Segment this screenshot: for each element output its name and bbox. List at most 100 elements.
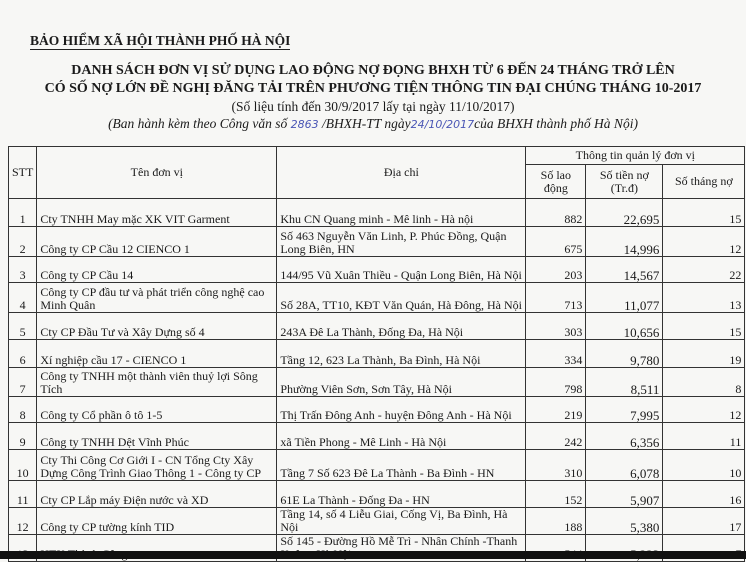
organization-name: BẢO HIỂM XÃ HỘI THÀNH PHỐ HÀ NỘI bbox=[30, 33, 291, 50]
row-months: 22 bbox=[662, 256, 746, 283]
table-row: 10 Cty Thi Công Cơ Giới I - CN Tổng Cty X… bbox=[7, 449, 746, 481]
row-workers: 203 bbox=[525, 256, 587, 283]
table-row: 4 Công ty CP đầu tư và phát triển công ng… bbox=[7, 282, 746, 313]
table-row: 5 Cty CP Đầu Tư và Xây Dựng số 4 243A Đê L… bbox=[7, 312, 746, 340]
row-workers: 310 bbox=[525, 449, 587, 481]
row-stt: 2 bbox=[7, 226, 38, 257]
row-stt: 9 bbox=[7, 422, 38, 450]
row-workers: 882 bbox=[525, 198, 587, 227]
row-address: xã Tiền Phong - Mê Linh - Hà Nội bbox=[276, 422, 527, 450]
table-row: 8 Công ty Cổ phần ô tô 1-5 Thị Trấn Đông A… bbox=[7, 396, 746, 423]
title-line-2: CÓ SỐ NỢ LỚN ĐỀ NGHỊ ĐĂNG TẢI TRÊN PHƯƠN… bbox=[44, 81, 702, 96]
handwritten-date: 24/10/2017 bbox=[410, 118, 475, 131]
row-address: Tầng 7 Số 623 Đê La Thành - Ba Đình - HN bbox=[276, 449, 527, 481]
header-months: Số tháng nợ bbox=[662, 164, 746, 199]
row-address: Số 463 Nguyễn Văn Linh, P. Phúc Đồng, Qu… bbox=[276, 226, 527, 257]
row-months: 12 bbox=[662, 226, 746, 257]
row-months: 15 bbox=[662, 198, 746, 227]
row-name: Công ty CP Cầu 14 bbox=[36, 256, 278, 283]
table-row: 3 Công ty CP Cầu 14 144/95 Vũ Xuân Thiều -… bbox=[7, 256, 746, 283]
row-stt: 10 bbox=[7, 449, 38, 481]
row-debt: 11,077 bbox=[585, 282, 664, 313]
row-debt: 8,511 bbox=[585, 367, 664, 397]
row-address: 243A Đê La Thành, Đống Đa, Hà Nội bbox=[276, 312, 527, 340]
row-address: Số 28A, TT10, KĐT Văn Quán, Hà Đông, Hà … bbox=[276, 282, 527, 313]
row-debt: 14,996 bbox=[585, 226, 664, 257]
row-months: 12 bbox=[662, 396, 746, 423]
row-name: Công ty CP Cầu 12 CIENCO 1 bbox=[36, 226, 278, 257]
issuance-note: (Ban hành kèm theo Công văn số 2863 /BHX… bbox=[0, 116, 746, 132]
row-stt: 5 bbox=[7, 312, 38, 340]
data-note: (Số liệu tính đến 30/9/2017 lấy tại ngày… bbox=[231, 99, 515, 114]
row-workers: 219 bbox=[525, 396, 587, 423]
row-name: Cty CP Lắp máy Điện nước và XD bbox=[36, 480, 278, 508]
row-months: 17 bbox=[662, 507, 746, 535]
row-months: 8 bbox=[662, 367, 746, 397]
row-workers: 713 bbox=[525, 282, 587, 313]
row-stt: 12 bbox=[7, 507, 38, 535]
header-debt: Số tiền nợ (Tr.đ) bbox=[585, 164, 664, 199]
row-debt: 5,907 bbox=[585, 480, 664, 508]
header-group: Thông tin quản lý đơn vị bbox=[525, 146, 746, 165]
row-name: Cty TNHH May mặc XK VIT Garment bbox=[36, 198, 278, 227]
row-address: 61E La Thành - Đống Đa - HN bbox=[276, 480, 527, 508]
header-stt: STT bbox=[7, 146, 38, 199]
row-workers: 152 bbox=[525, 480, 587, 508]
row-months: 15 bbox=[662, 312, 746, 340]
table-row: 9 Công ty TNHH Dệt Vĩnh Phúc xã Tiền Phong… bbox=[7, 422, 746, 450]
row-stt: 3 bbox=[7, 256, 38, 283]
row-name: Cty Thi Công Cơ Giới I - CN Tổng Cty Xây… bbox=[36, 449, 278, 481]
row-stt: 8 bbox=[7, 396, 38, 423]
row-address: Thị Trấn Đông Anh - huyện Đông Anh - Hà … bbox=[276, 396, 527, 423]
header-workers: Số lao động bbox=[525, 164, 587, 199]
row-address: Tầng 12, 623 La Thành, Ba Đình, Hà Nội bbox=[276, 339, 527, 368]
row-stt: 11 bbox=[7, 480, 38, 508]
row-name: Công ty TNHH một thành viên thuỷ lợi Sôn… bbox=[36, 367, 278, 397]
row-debt: 5,380 bbox=[585, 507, 664, 535]
row-workers: 675 bbox=[525, 226, 587, 257]
row-address: Khu CN Quang minh - Mê linh - Hà nội bbox=[276, 198, 527, 227]
bottom-edge bbox=[0, 551, 746, 559]
debt-table: STT Tên đơn vị Địa chỉ Thông tin quản lý… bbox=[7, 146, 746, 562]
row-address: Tầng 14, số 4 Liễu Giai, Cống Vị, Ba Đìn… bbox=[276, 507, 527, 535]
row-months: 10 bbox=[662, 449, 746, 481]
row-debt: 9,780 bbox=[585, 339, 664, 368]
row-debt: 22,695 bbox=[585, 198, 664, 227]
issuance-prefix: (Ban hành kèm theo Công văn số bbox=[108, 116, 291, 131]
row-months: 11 bbox=[662, 422, 746, 450]
row-workers: 798 bbox=[525, 367, 587, 397]
row-debt: 6,078 bbox=[585, 449, 664, 481]
table-row: 7 Công ty TNHH một thành viên thuỷ lợi Sô… bbox=[7, 367, 746, 397]
row-debt: 6,356 bbox=[585, 422, 664, 450]
row-stt: 1 bbox=[7, 198, 38, 227]
row-name: Công ty CP tường kính TID bbox=[36, 507, 278, 535]
row-name: Cty CP Đầu Tư và Xây Dựng số 4 bbox=[36, 312, 278, 340]
row-stt: 4 bbox=[7, 282, 38, 313]
row-stt: 6 bbox=[7, 339, 38, 368]
row-months: 16 bbox=[662, 480, 746, 508]
row-name: Xí nghiệp cầu 17 - CIENCO 1 bbox=[36, 339, 278, 368]
table-row: 1 Cty TNHH May mặc XK VIT Garment Khu CN Q… bbox=[7, 198, 746, 227]
row-name: Công ty CP đầu tư và phát triển công ngh… bbox=[36, 282, 278, 313]
row-months: 19 bbox=[662, 339, 746, 368]
table-row: 2 Công ty CP Cầu 12 CIENCO 1 Số 463 Nguyễn… bbox=[7, 226, 746, 257]
table-row: 6 Xí nghiệp cầu 17 - CIENCO 1 Tầng 12, 623… bbox=[7, 339, 746, 368]
header-name: Tên đơn vị bbox=[36, 146, 278, 199]
row-workers: 334 bbox=[525, 339, 587, 368]
table-row: 11 Cty CP Lắp máy Điện nước và XD 61E La T… bbox=[7, 480, 746, 508]
row-name: Công ty TNHH Dệt Vĩnh Phúc bbox=[36, 422, 278, 450]
issuance-middle: /BHXH-TT ngày bbox=[318, 116, 411, 131]
row-debt: 7,995 bbox=[585, 396, 664, 423]
row-workers: 242 bbox=[525, 422, 587, 450]
row-months: 13 bbox=[662, 282, 746, 313]
row-stt: 7 bbox=[7, 367, 38, 397]
title-line-1: DANH SÁCH ĐƠN VỊ SỬ DỤNG LAO ĐỘNG NỢ ĐỌN… bbox=[71, 63, 675, 78]
row-debt: 10,656 bbox=[585, 312, 664, 340]
row-name: Công ty Cổ phần ô tô 1-5 bbox=[36, 396, 278, 423]
table-row: 12 Công ty CP tường kính TID Tầng 14, số 4… bbox=[7, 507, 746, 535]
row-debt: 14,567 bbox=[585, 256, 664, 283]
handwritten-doc-number: 2863 bbox=[290, 118, 319, 131]
row-address: Phường Viên Sơn, Sơn Tây, Hà Nội bbox=[276, 367, 527, 397]
row-workers: 188 bbox=[525, 507, 587, 535]
row-workers: 303 bbox=[525, 312, 587, 340]
